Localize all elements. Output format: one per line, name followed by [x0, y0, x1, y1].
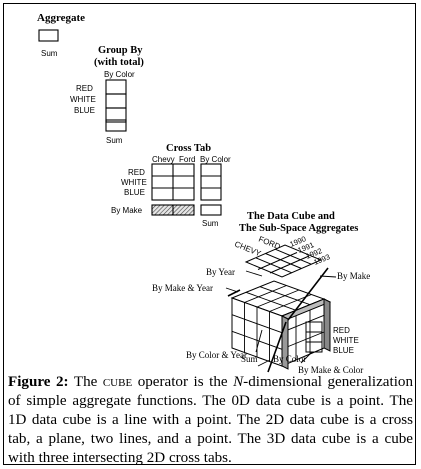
data-cube-section: The Data Cube and The Sub-Space Aggregat…: [152, 211, 370, 375]
cross-tab-by-make-label: By Make: [111, 206, 143, 215]
cross-tab-row-white: WHITE: [121, 178, 147, 187]
data-cube-axes: [227, 267, 329, 373]
data-cube-subtitle: The Sub-Space Aggregates: [239, 223, 358, 234]
data-cube-color-blue: BLUE: [333, 346, 354, 355]
data-cube-aggregate-slabs: [280, 298, 332, 370]
cross-tab-col-ford: Ford: [179, 155, 195, 164]
data-cube-grid: [231, 285, 325, 362]
figure-caption: Figure 2: The cube operator is the N-dim…: [8, 373, 413, 468]
group-by-section: Group By (with total) By Color RED WHITE…: [70, 45, 144, 145]
aggregate-title: Aggregate: [37, 12, 85, 24]
group-by-row-white: WHITE: [70, 95, 96, 104]
aggregate-cell: [38, 29, 59, 42]
figure-frame: [3, 3, 416, 465]
data-cube-label-by-make: By Make: [337, 271, 370, 281]
cross-tab-grid: [151, 163, 195, 201]
data-cube-label-by-year: By Year: [206, 267, 235, 277]
group-by-row-red: RED: [76, 84, 93, 93]
group-by-column: [105, 79, 127, 123]
cross-tab-title: Cross Tab: [166, 143, 211, 154]
cross-tab-make-totals: [151, 204, 195, 216]
cross-tab-row-blue: BLUE: [124, 188, 145, 197]
data-cube-color-white: WHITE: [333, 336, 359, 345]
cross-tab-section: Cross Tab Chevy Ford By Color RED WHITE …: [111, 143, 231, 228]
data-cube-label-by-make-year: By Make & Year: [152, 283, 213, 293]
data-cube-top-plane: [244, 244, 323, 278]
data-cube-pointers: [225, 270, 337, 367]
caption-n-variable: N: [233, 374, 244, 390]
group-by-sum-label: Sum: [106, 136, 123, 145]
aggregate-section: Aggregate Sum: [37, 12, 85, 58]
group-by-total-cell: [105, 119, 127, 132]
cross-tab-by-color-label: By Color: [200, 155, 231, 164]
caption-text-1: The: [68, 374, 103, 390]
data-cube-label-by-make-color: By Make & Color: [298, 365, 363, 375]
cross-tab-row-red: RED: [128, 168, 145, 177]
group-by-title: Group By: [98, 45, 143, 56]
cross-tab-col-chevy: Chevy: [152, 155, 175, 164]
data-cube-label-by-color: By Color: [273, 354, 306, 364]
caption-text-3: -dimensional generalization of simple ag…: [8, 374, 413, 466]
group-by-subtitle: (with total): [94, 57, 144, 68]
data-cube-color-tab: [305, 321, 323, 353]
data-cube-label-by-color-year: By Color & Year: [186, 350, 247, 360]
cross-tab-sum-label: Sum: [202, 219, 219, 228]
caption-text-2: operator is the: [132, 374, 234, 390]
caption-label: Figure 2:: [8, 374, 69, 390]
cross-tab-grand-total: [200, 204, 222, 216]
data-cube-title: The Data Cube and: [247, 211, 335, 222]
aggregate-sum-label: Sum: [41, 49, 58, 58]
data-cube-label-sum: Sum: [241, 354, 258, 364]
group-by-row-blue: BLUE: [74, 106, 95, 115]
data-cube-color-red: RED: [333, 326, 350, 335]
caption-operator: cube: [102, 374, 133, 390]
group-by-by-color-label: By Color: [104, 70, 135, 79]
cross-tab-color-totals: [200, 163, 222, 201]
